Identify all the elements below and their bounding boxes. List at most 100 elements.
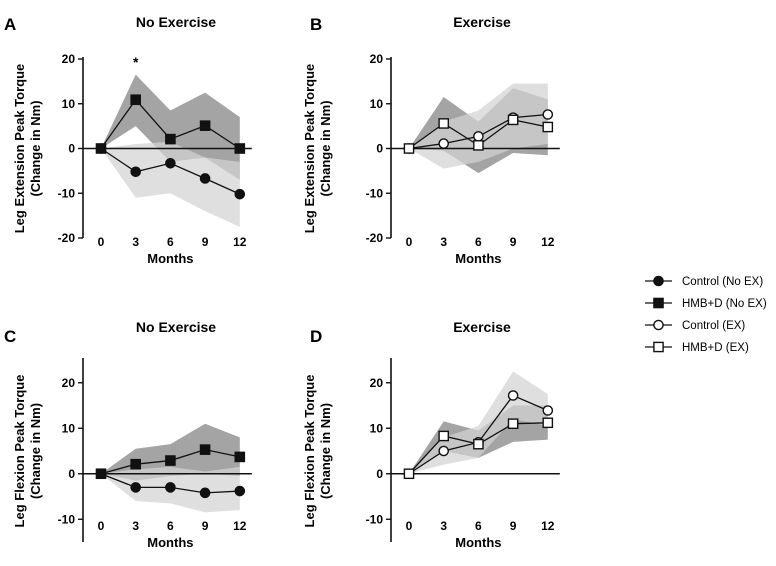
x-tick-label: 6 <box>475 519 482 533</box>
y-axis-label: Leg Flexion Peak Torque <box>12 375 27 528</box>
data-point <box>403 468 415 480</box>
y-axis-label: (Change in Nm) <box>28 100 43 196</box>
y-tick-label: 20 <box>370 52 384 66</box>
y-axis-label: Leg Extension Peak Torque <box>302 64 317 234</box>
y-tick-label: 20 <box>370 376 384 390</box>
x-tick-label: 6 <box>475 235 482 249</box>
chart-panel-c: C No Exercise -10 0 10 20 0 3 6 9 12 Months Leg Flex… <box>4 319 252 550</box>
error-band-control-no-ex- <box>101 141 240 227</box>
significance-marker: * <box>133 54 139 70</box>
y-axis-label: (Change in Nm) <box>28 403 43 499</box>
x-tick-label: 0 <box>98 235 105 249</box>
legend-label: Control (No EX) <box>682 276 763 288</box>
data-point <box>234 188 246 200</box>
panel-letter: B <box>310 15 322 34</box>
y-tick-label: 0 <box>376 467 383 481</box>
x-tick-label: 9 <box>202 235 209 249</box>
data-point <box>403 143 415 154</box>
y-axis-label: Leg Extension Peak Torque <box>12 64 27 234</box>
data-point <box>507 114 519 126</box>
y-tick-label: 20 <box>62 376 76 390</box>
x-tick-label: 3 <box>440 519 447 533</box>
y-tick-label: 10 <box>370 421 384 435</box>
data-point <box>95 468 107 480</box>
x-tick-label: 12 <box>233 519 247 533</box>
x-axis-label: Months <box>455 251 501 266</box>
data-point <box>165 482 176 493</box>
data-point <box>542 109 554 120</box>
data-point <box>438 118 450 129</box>
legend-marker <box>653 297 664 309</box>
chart-panel-b: B Exercise -20 -10 0 10 20 0 3 6 9 12 Months Leg Exte… <box>302 14 560 266</box>
panel-letter: C <box>4 327 16 346</box>
data-point <box>199 120 211 131</box>
x-tick-label: 9 <box>510 519 517 533</box>
y-tick-label: 10 <box>370 97 384 111</box>
data-point <box>234 143 246 154</box>
data-point <box>438 430 450 442</box>
panel-title: No Exercise <box>136 14 216 30</box>
x-axis-label: Months <box>147 251 193 266</box>
y-tick-label: 0 <box>68 142 75 156</box>
y-tick-label: -10 <box>366 186 384 200</box>
y-tick-label: 10 <box>62 97 76 111</box>
y-tick-label: 0 <box>68 467 75 481</box>
data-point <box>165 157 176 169</box>
data-point <box>234 485 246 497</box>
y-tick-label: 20 <box>62 52 76 66</box>
y-axis-label: (Change in Nm) <box>318 403 333 499</box>
x-tick-label: 12 <box>541 519 555 533</box>
data-point <box>234 451 246 463</box>
panel-title: No Exercise <box>136 319 216 335</box>
data-point <box>507 418 519 430</box>
data-point <box>130 458 142 470</box>
x-tick-label: 0 <box>98 519 105 533</box>
y-tick-label: 0 <box>376 142 383 156</box>
data-point <box>473 131 484 142</box>
legend-marker <box>653 319 664 331</box>
data-point <box>130 94 142 106</box>
data-point <box>165 133 176 145</box>
data-point <box>438 445 450 457</box>
legend-marker <box>653 341 664 353</box>
chart-panel-d: D Exercise -10 0 10 20 0 3 6 9 12 Months Leg Flexion… <box>302 319 560 550</box>
y-axis-label: (Change in Nm) <box>318 100 333 196</box>
data-point <box>507 390 519 401</box>
y-tick-label: -10 <box>58 186 76 200</box>
legend-marker <box>653 275 664 287</box>
data-point <box>542 121 554 133</box>
x-tick-label: 6 <box>167 519 174 533</box>
data-point <box>542 405 554 416</box>
data-point <box>473 140 484 151</box>
data-point <box>95 143 107 154</box>
legend-label: Control (EX) <box>682 320 745 332</box>
data-point <box>199 487 211 499</box>
chart-panel-a: A No Exercise -20 -10 0 10 20 0 3 6 9 12 Months Leg E… <box>4 14 252 266</box>
y-tick-label: -10 <box>58 512 76 526</box>
data-point <box>542 417 554 429</box>
x-tick-label: 0 <box>406 519 413 533</box>
data-point <box>438 138 450 149</box>
y-axis-label: Leg Flexion Peak Torque <box>302 375 317 528</box>
y-tick-label: 10 <box>62 421 76 435</box>
panel-title: Exercise <box>453 14 511 30</box>
x-tick-label: 3 <box>440 235 447 249</box>
x-tick-label: 6 <box>167 235 174 249</box>
x-tick-label: 3 <box>132 519 139 533</box>
data-point <box>199 173 211 184</box>
legend: Control (No EX) HMB+D (No EX) Control (EX)… <box>645 275 767 354</box>
data-point <box>199 444 211 455</box>
x-axis-label: Months <box>455 535 501 550</box>
panel-letter: D <box>310 327 322 346</box>
x-tick-label: 3 <box>132 235 139 249</box>
x-tick-label: 9 <box>202 519 209 533</box>
y-tick-label: -20 <box>366 231 384 245</box>
panel-letter: A <box>4 15 16 34</box>
x-tick-label: 12 <box>233 235 247 249</box>
x-axis-label: Months <box>147 535 193 550</box>
data-point <box>165 455 176 466</box>
data-point <box>473 438 484 450</box>
x-tick-label: 0 <box>406 235 413 249</box>
data-point <box>130 482 141 493</box>
